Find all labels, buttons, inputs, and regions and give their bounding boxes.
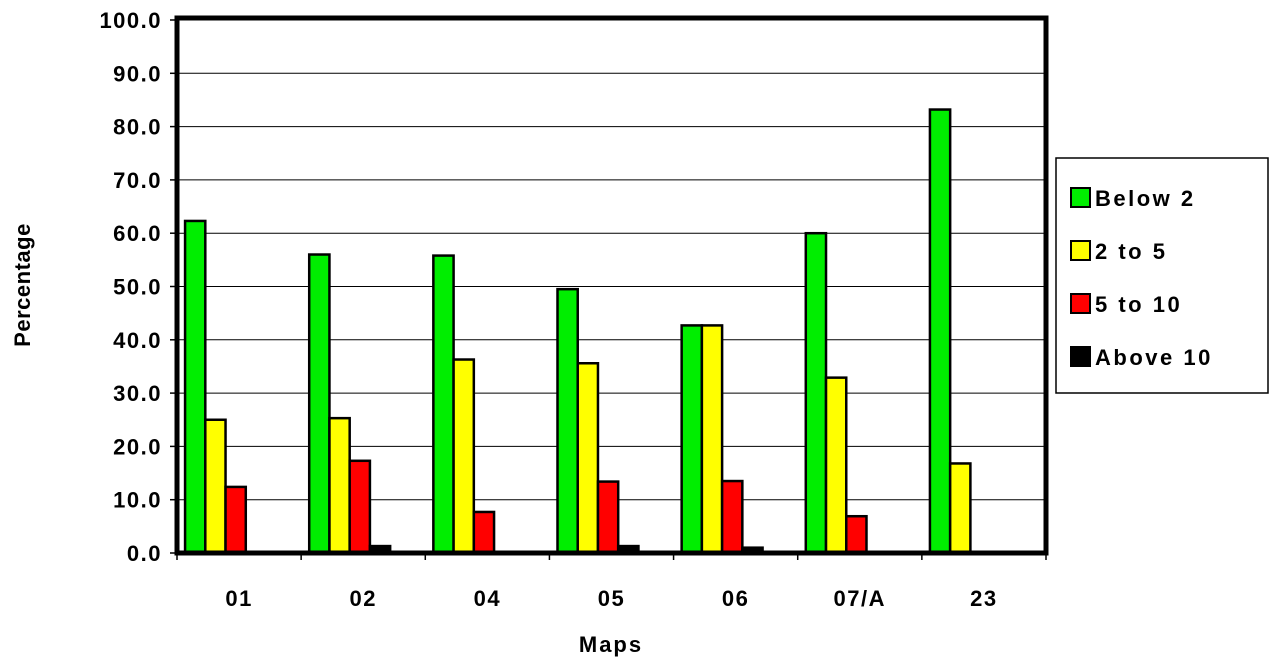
bar [204, 418, 227, 555]
y-tick-label: 60.0 [113, 221, 162, 246]
plot-area-border [174, 15, 1049, 556]
y-tick-label: 90.0 [113, 61, 162, 86]
bar [348, 459, 372, 555]
x-tick-label: 05 [598, 586, 625, 611]
y-tick-label: 70.0 [113, 168, 162, 193]
bar [720, 479, 744, 555]
y-tick-label: 50.0 [113, 275, 162, 300]
legend: Below 2 2 to 5 5 to 10 Above 10 [1055, 157, 1269, 394]
legend-label: 2 to 5 [1095, 239, 1167, 264]
x-tick-label: 07/A [834, 586, 886, 611]
bar [948, 462, 972, 555]
legend-items: Below 2 2 to 5 5 to 10 Above 10 [1070, 186, 1213, 370]
bar [576, 362, 600, 555]
x-axis-labels: 01 02 04 05 06 07/A 23 [225, 586, 997, 611]
bar [824, 376, 848, 555]
legend-swatch [1070, 346, 1091, 367]
legend-label: Below 2 [1095, 186, 1196, 211]
legend-swatch [1070, 293, 1091, 314]
y-tick-label: 100.0 [99, 8, 162, 33]
legend-label: 5 to 10 [1095, 292, 1182, 317]
y-tick-label: 30.0 [113, 381, 162, 406]
x-tick-label: 04 [474, 586, 501, 611]
gridlines [177, 72, 1046, 501]
bar [700, 324, 724, 555]
bar [845, 514, 868, 555]
bar [224, 485, 248, 555]
y-tick-label: 20.0 [113, 434, 162, 459]
y-tick-label: 40.0 [113, 328, 162, 353]
bar [183, 219, 207, 555]
legend-swatch [1070, 187, 1091, 208]
bar [556, 287, 579, 555]
x-tick-label: 02 [349, 586, 376, 611]
legend-box [1055, 157, 1269, 394]
legend-label: Above 10 [1095, 345, 1213, 370]
y-tick-label: 80.0 [113, 115, 162, 140]
legend-swatch [1070, 240, 1091, 261]
bars [183, 108, 972, 555]
bar [928, 108, 952, 555]
x-tick-label: 06 [722, 586, 749, 611]
x-tick-label: 23 [970, 586, 997, 611]
x-tick-label: 01 [225, 586, 252, 611]
bar [680, 324, 704, 555]
bar [596, 480, 620, 555]
y-tick-label: 10.0 [113, 488, 162, 513]
bar [472, 510, 496, 555]
y-axis-title: Percentage [10, 223, 35, 347]
y-tick-label: 0.0 [127, 541, 162, 566]
bar [432, 254, 455, 555]
axis-ticks [170, 19, 1047, 560]
y-axis-labels: 0.0 10.0 20.0 30.0 40.0 50.0 60.0 70.0 80.0 90.0 1… [99, 8, 162, 566]
bar [452, 358, 476, 555]
x-axis-title: Maps [579, 632, 643, 657]
bar [804, 231, 828, 555]
bar [307, 253, 331, 555]
bar [328, 416, 351, 555]
